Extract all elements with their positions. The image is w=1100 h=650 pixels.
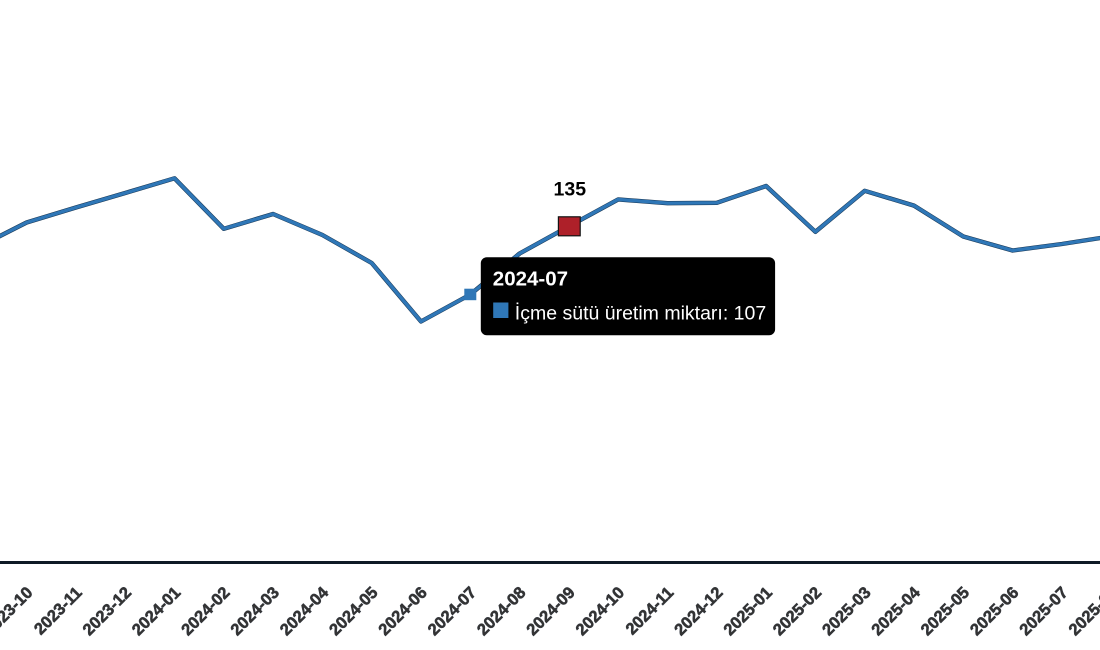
svg-text:İçme sütü üretim miktarı: 107: İçme sütü üretim miktarı: 107 [515,301,766,324]
svg-text:2024-07: 2024-07 [493,268,568,291]
svg-text:135: 135 [554,178,587,200]
